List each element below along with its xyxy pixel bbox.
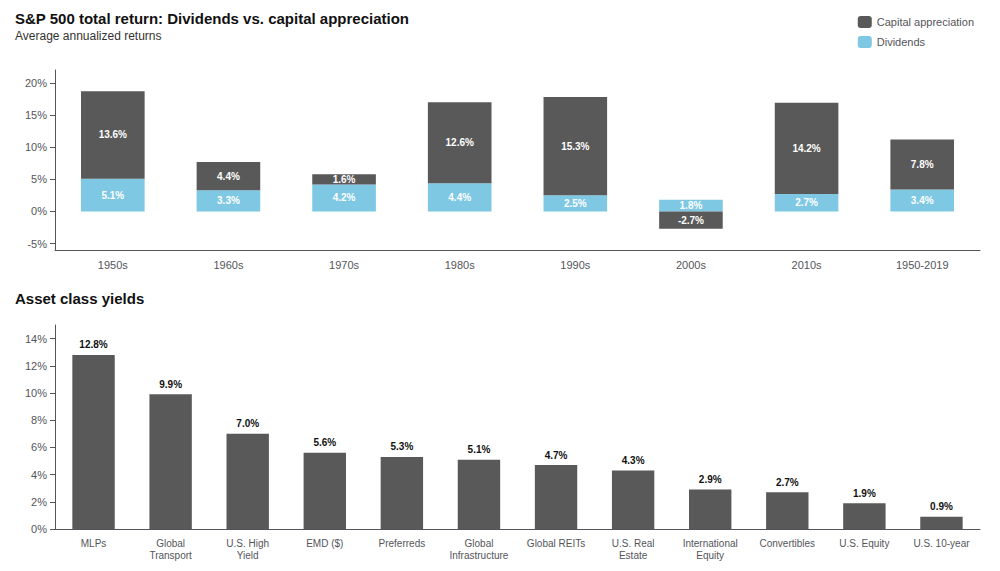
svg-text:Infrastructure: Infrastructure bbox=[449, 550, 508, 561]
svg-text:Dividends: Dividends bbox=[877, 36, 926, 48]
svg-text:1980s: 1980s bbox=[445, 259, 475, 271]
svg-text:EMD ($): EMD ($) bbox=[306, 538, 343, 549]
svg-text:Equity: Equity bbox=[696, 550, 724, 561]
svg-text:15.3%: 15.3% bbox=[561, 141, 589, 152]
svg-text:10%: 10% bbox=[25, 141, 47, 153]
svg-text:Yield: Yield bbox=[237, 550, 259, 561]
svg-text:12%: 12% bbox=[25, 360, 47, 372]
svg-text:7.0%: 7.0% bbox=[236, 418, 259, 429]
svg-text:15%: 15% bbox=[25, 109, 47, 121]
svg-text:1950s: 1950s bbox=[98, 259, 128, 271]
svg-text:Asset class yields: Asset class yields bbox=[15, 290, 144, 307]
svg-text:3.3%: 3.3% bbox=[217, 195, 240, 206]
svg-text:4.2%: 4.2% bbox=[333, 192, 356, 203]
svg-text:13.6%: 13.6% bbox=[99, 129, 127, 140]
svg-text:U.S. High: U.S. High bbox=[226, 538, 269, 549]
svg-text:14.2%: 14.2% bbox=[792, 143, 820, 154]
svg-text:20%: 20% bbox=[25, 77, 47, 89]
svg-text:8%: 8% bbox=[31, 414, 47, 426]
svg-text:3.4%: 3.4% bbox=[911, 195, 934, 206]
svg-text:Average annualized returns: Average annualized returns bbox=[15, 29, 162, 43]
svg-text:2000s: 2000s bbox=[676, 259, 706, 271]
svg-text:1950-2019: 1950-2019 bbox=[896, 259, 949, 271]
svg-text:International: International bbox=[683, 538, 738, 549]
svg-text:2.7%: 2.7% bbox=[795, 197, 818, 208]
svg-text:4%: 4% bbox=[31, 469, 47, 481]
svg-text:1.9%: 1.9% bbox=[853, 488, 876, 499]
svg-text:0%: 0% bbox=[31, 523, 47, 535]
svg-text:Capital appreciation: Capital appreciation bbox=[877, 16, 974, 28]
svg-text:5.6%: 5.6% bbox=[313, 437, 336, 448]
svg-text:U.S. 10-year: U.S. 10-year bbox=[913, 538, 970, 549]
svg-text:4.4%: 4.4% bbox=[448, 192, 471, 203]
svg-text:5%: 5% bbox=[31, 173, 47, 185]
svg-text:1990s: 1990s bbox=[560, 259, 590, 271]
svg-text:10%: 10% bbox=[25, 387, 47, 399]
svg-text:5.1%: 5.1% bbox=[101, 190, 124, 201]
svg-text:4.3%: 4.3% bbox=[622, 455, 645, 466]
svg-text:Global REITs: Global REITs bbox=[527, 538, 585, 549]
svg-text:1.8%: 1.8% bbox=[680, 200, 703, 211]
svg-text:4.7%: 4.7% bbox=[545, 450, 568, 461]
svg-text:Global: Global bbox=[465, 538, 494, 549]
svg-text:U.S. Real: U.S. Real bbox=[612, 538, 655, 549]
svg-text:-5%: -5% bbox=[27, 238, 47, 250]
svg-text:4.4%: 4.4% bbox=[217, 171, 240, 182]
svg-text:Estate: Estate bbox=[619, 550, 648, 561]
svg-text:5.1%: 5.1% bbox=[468, 444, 491, 455]
svg-text:Preferreds: Preferreds bbox=[379, 538, 426, 549]
svg-text:Global: Global bbox=[156, 538, 185, 549]
svg-text:2010s: 2010s bbox=[792, 259, 822, 271]
svg-text:S&P 500 total return: Dividend: S&P 500 total return: Dividends vs. capi… bbox=[15, 10, 409, 27]
svg-text:5.3%: 5.3% bbox=[390, 441, 413, 452]
svg-text:1.6%: 1.6% bbox=[333, 174, 356, 185]
svg-text:14%: 14% bbox=[25, 333, 47, 345]
svg-text:U.S. Equity: U.S. Equity bbox=[839, 538, 889, 549]
svg-text:9.9%: 9.9% bbox=[159, 379, 182, 390]
svg-text:2%: 2% bbox=[31, 496, 47, 508]
svg-text:2.7%: 2.7% bbox=[776, 477, 799, 488]
svg-text:2.5%: 2.5% bbox=[564, 198, 587, 209]
svg-text:12.6%: 12.6% bbox=[446, 137, 474, 148]
svg-text:6%: 6% bbox=[31, 441, 47, 453]
svg-text:1960s: 1960s bbox=[213, 259, 243, 271]
svg-text:-2.7%: -2.7% bbox=[678, 215, 704, 226]
svg-text:7.8%: 7.8% bbox=[911, 159, 934, 170]
svg-text:1970s: 1970s bbox=[329, 259, 359, 271]
svg-text:Transport: Transport bbox=[149, 550, 192, 561]
svg-text:0%: 0% bbox=[31, 205, 47, 217]
svg-text:2.9%: 2.9% bbox=[699, 474, 722, 485]
svg-text:0.9%: 0.9% bbox=[930, 501, 953, 512]
svg-text:Convertibles: Convertibles bbox=[759, 538, 815, 549]
svg-text:12.8%: 12.8% bbox=[79, 339, 107, 350]
svg-text:MLPs: MLPs bbox=[81, 538, 107, 549]
